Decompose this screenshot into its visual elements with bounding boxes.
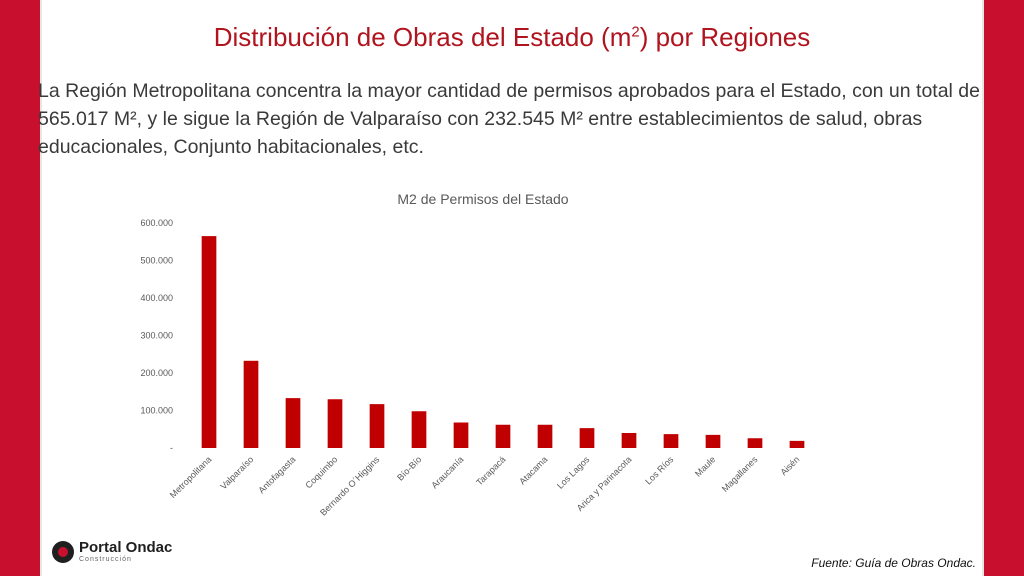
y-axis: - 100.000 200.000 300.000 400.000 500.000 600.… [140,218,173,453]
x-tick-label: Antofagasta [256,454,297,495]
y-tick-label: - [170,443,173,453]
bar-magallanes [747,438,763,448]
bar-tarapac- [495,424,511,448]
x-tick-label: Maule [693,454,717,478]
title-end: ) por Regiones [639,22,811,52]
bar-los-lagos [579,428,595,448]
chart-title: M2 de Permisos del Estado [397,191,568,207]
left-divider [40,0,42,576]
bars [201,236,805,448]
title-superscript: 2 [631,23,640,41]
bar-valpara-so [243,360,259,448]
bar-ais-n [789,440,805,448]
bar-b-o-b-o [411,411,427,448]
intro-paragraph: La Región Metropolitana concentra la may… [38,80,980,158]
slide-title: Distribución de Obras del Estado (m2) po… [60,22,964,53]
bar-maule [705,434,721,448]
x-tick-label: Atacama [517,454,549,486]
x-tick-label: Valparaíso [218,454,255,491]
x-tick-label: Los Lagos [555,454,592,491]
x-axis-labels: Metropolitana Valparaíso Antofagasta Coquim… [168,454,802,518]
bar-los-r-os [663,434,679,448]
y-tick-label: 500.000 [140,256,173,266]
y-tick-label: 300.000 [140,331,173,341]
x-tick-label: Tarapacá [474,454,507,487]
logo-mark-icon [52,540,74,563]
x-tick-label: Bío-Bío [395,454,423,482]
bar-coquimbo [327,399,343,448]
left-red-band [0,0,40,576]
x-tick-label: Aisén [778,454,801,477]
x-tick-label: Coquimbo [303,454,339,490]
title-main: Distribución de Obras del Estado (m [213,22,632,52]
right-red-band [984,0,1024,576]
y-tick-label: 400.000 [140,293,173,303]
y-tick-label: 600.000 [140,218,173,228]
bar-antofagasta [285,398,301,448]
bar-arica-y-parinacota [621,433,637,448]
bar-araucan-a [453,422,469,448]
source-note: Fuente: Guía de Obras Ondac. [811,556,976,570]
x-tick-label: Los Ríos [643,454,676,487]
bar-atacama [537,424,553,448]
bar-chart: M2 de Permisos del Estado - 100.000 200.00… [128,180,828,525]
bar-bernardo-o-higgins [369,404,385,448]
chart-svg: M2 de Permisos del Estado - 100.000 200.00… [140,191,805,518]
x-tick-label: Araucanía [429,454,465,490]
y-tick-label: 200.000 [140,368,173,378]
y-tick-label: 100.000 [140,406,173,416]
portal-ondac-logo: Portal Ondac Construcción [52,540,172,563]
logo-subtitle: Construcción [79,556,132,563]
right-divider [982,0,984,576]
bar-metropolitana [201,236,217,448]
x-tick-label: Magallanes [720,454,760,494]
x-tick-label: Metropolitana [168,454,214,500]
logo-name: Portal Ondac [79,539,173,556]
